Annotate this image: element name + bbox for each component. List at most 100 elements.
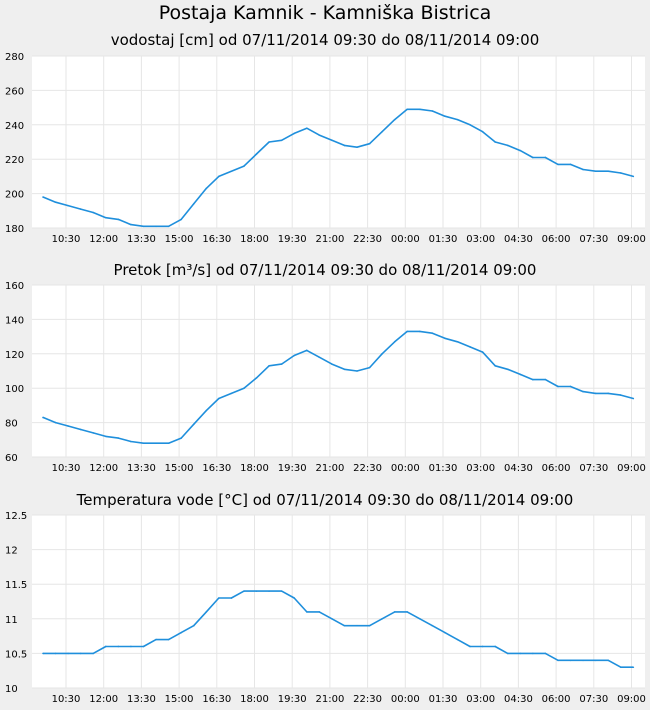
- data-point: [582, 390, 584, 393]
- data-point: [180, 631, 182, 634]
- data-point: [494, 645, 496, 648]
- x-tick-label: 13:30: [127, 694, 156, 705]
- data-point: [619, 172, 622, 174]
- x-tick-label: 07:30: [579, 463, 608, 474]
- data-point: [192, 203, 195, 205]
- plot-area: [32, 56, 645, 228]
- data-point: [469, 346, 471, 348]
- data-point: [192, 423, 195, 426]
- data-point: [481, 130, 484, 133]
- data-point: [243, 590, 245, 592]
- x-tick-label: 10:30: [52, 694, 81, 705]
- data-point: [519, 652, 522, 655]
- data-point: [431, 332, 434, 334]
- x-tick-label: 13:30: [127, 463, 156, 474]
- page-title: Postaja Kamnik - Kamniška Bistrica: [158, 2, 492, 24]
- data-point: [469, 645, 471, 648]
- data-point: [406, 108, 409, 111]
- data-point: [569, 659, 572, 662]
- data-point: [243, 387, 245, 390]
- x-tick-label: 22:30: [353, 694, 382, 705]
- data-point: [419, 330, 421, 333]
- data-point: [619, 666, 622, 669]
- data-point: [230, 392, 233, 395]
- data-point: [192, 624, 195, 627]
- y-tick-label: 140: [5, 315, 24, 326]
- x-tick-label: 09:00: [617, 694, 646, 705]
- data-point: [456, 638, 459, 641]
- y-tick-label: 200: [5, 190, 24, 201]
- data-point: [255, 377, 258, 379]
- x-tick-label: 09:00: [617, 463, 646, 474]
- data-point: [167, 442, 170, 445]
- data-point: [130, 645, 132, 648]
- data-point: [180, 437, 182, 439]
- data-point: [607, 659, 609, 662]
- x-tick-label: 01:30: [429, 463, 458, 474]
- data-point: [619, 394, 622, 396]
- data-point: [494, 365, 496, 367]
- chart-title: Temperatura vode [°C] od 07/11/2014 09:3…: [76, 491, 574, 509]
- x-tick-label: 21:00: [315, 694, 344, 705]
- data-point: [393, 340, 396, 343]
- data-point: [67, 425, 69, 427]
- data-point: [79, 652, 82, 655]
- data-point: [594, 392, 597, 395]
- data-point: [544, 378, 547, 381]
- data-point: [155, 442, 157, 445]
- data-point: [569, 385, 572, 388]
- data-point: [557, 385, 559, 388]
- x-tick-label: 16:30: [202, 234, 231, 245]
- data-point: [54, 201, 57, 203]
- data-point: [155, 638, 157, 641]
- series-line: [42, 330, 634, 445]
- y-tick-label: 180: [5, 224, 24, 235]
- x-tick-label: 22:30: [353, 234, 382, 245]
- data-point: [205, 611, 208, 613]
- data-point: [381, 618, 383, 620]
- data-point: [506, 652, 509, 655]
- data-point: [582, 659, 584, 662]
- data-point: [305, 611, 308, 613]
- data-point: [406, 611, 409, 613]
- x-tick-label: 03:00: [466, 463, 495, 474]
- data-point: [105, 645, 107, 648]
- x-tick-label: 19:30: [278, 234, 307, 245]
- y-tick-label: 260: [5, 86, 24, 97]
- x-tick-label: 16:30: [202, 694, 231, 705]
- x-tick-label: 00:00: [391, 234, 420, 245]
- data-point: [305, 127, 308, 130]
- data-point: [105, 435, 107, 438]
- x-tick-label: 13:30: [127, 234, 156, 245]
- data-point: [155, 225, 157, 228]
- y-tick-label: 10: [5, 684, 18, 695]
- data-point: [79, 428, 82, 431]
- y-tick-label: 100: [5, 384, 24, 395]
- data-point: [92, 211, 95, 214]
- data-point: [54, 652, 57, 655]
- data-point: [331, 363, 333, 365]
- data-point: [406, 330, 409, 333]
- data-point: [331, 139, 333, 142]
- data-point: [444, 631, 446, 634]
- data-point: [594, 170, 597, 173]
- data-point: [582, 168, 584, 171]
- x-tick-label: 07:30: [579, 694, 608, 705]
- data-point: [130, 440, 132, 443]
- data-point: [117, 437, 120, 439]
- x-tick-label: 21:00: [315, 234, 344, 245]
- x-tick-label: 01:30: [429, 694, 458, 705]
- data-point: [607, 392, 609, 395]
- data-point: [54, 421, 57, 424]
- x-tick-label: 04:30: [504, 694, 533, 705]
- x-tick-label: 15:00: [165, 463, 194, 474]
- data-point: [368, 624, 371, 627]
- data-point: [42, 416, 44, 419]
- data-point: [268, 590, 270, 592]
- data-point: [444, 337, 446, 340]
- x-tick-label: 18:00: [240, 463, 269, 474]
- data-point: [142, 442, 145, 445]
- data-point: [92, 652, 95, 655]
- y-tick-label: 60: [5, 453, 18, 464]
